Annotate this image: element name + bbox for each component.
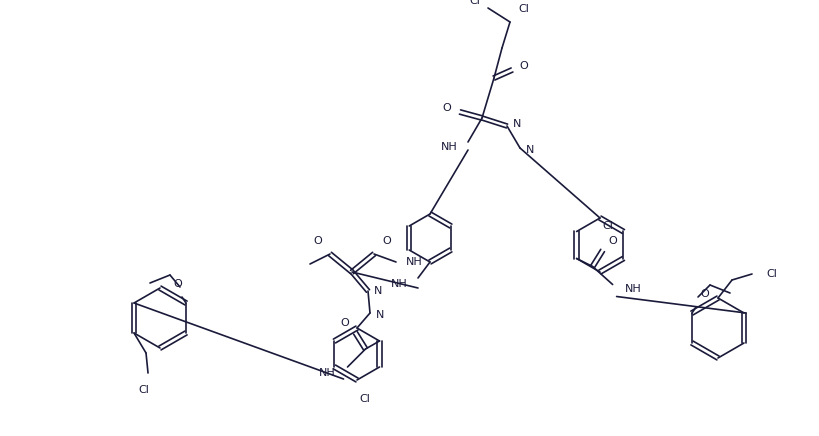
Text: O: O	[608, 235, 617, 245]
Text: Cl: Cl	[359, 394, 369, 404]
Text: NH: NH	[319, 368, 335, 378]
Text: O: O	[341, 318, 349, 328]
Text: N: N	[525, 145, 534, 155]
Text: NH: NH	[624, 283, 640, 293]
Text: N: N	[513, 119, 521, 129]
Text: Cl: Cl	[138, 385, 149, 395]
Text: N: N	[373, 286, 382, 296]
Text: O: O	[313, 236, 322, 246]
Text: Cl: Cl	[518, 4, 528, 14]
Text: O: O	[441, 103, 450, 113]
Text: Cl: Cl	[602, 221, 613, 231]
Text: O: O	[699, 289, 708, 299]
Text: O: O	[382, 236, 391, 246]
Text: Cl: Cl	[765, 269, 776, 279]
Text: NH: NH	[391, 279, 408, 289]
Text: NH: NH	[441, 142, 458, 152]
Text: Cl: Cl	[468, 0, 479, 6]
Text: O: O	[518, 61, 527, 71]
Text: N: N	[376, 310, 384, 320]
Text: NH: NH	[405, 257, 423, 267]
Text: O: O	[174, 279, 182, 289]
